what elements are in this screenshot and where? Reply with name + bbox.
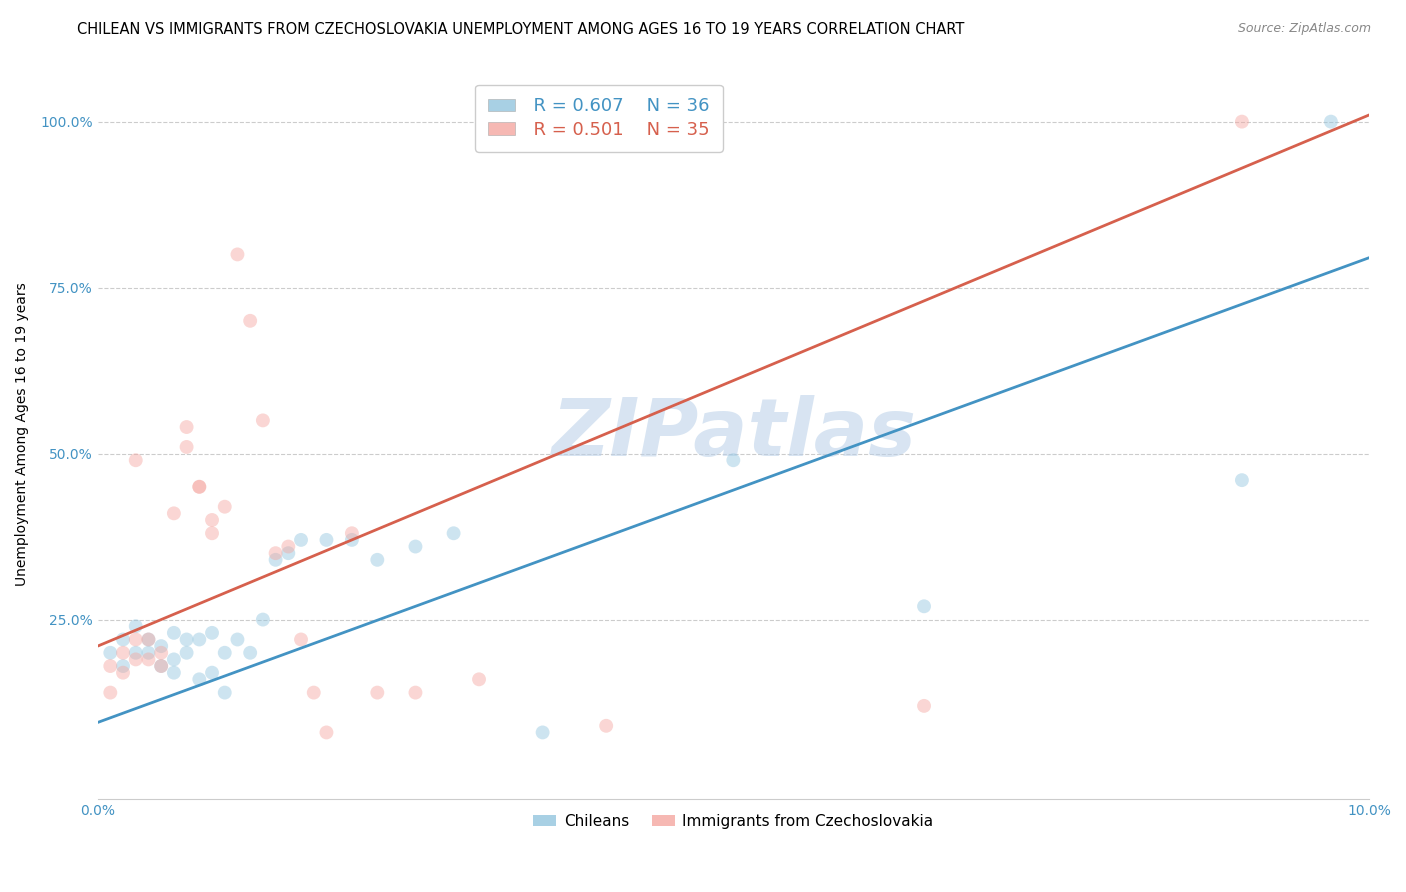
- Point: [214, 646, 236, 660]
- Point: [98, 685, 121, 699]
- Point: [1230, 114, 1253, 128]
- Point: [366, 685, 388, 699]
- Point: [188, 632, 211, 647]
- Point: [201, 665, 224, 680]
- Point: [112, 665, 135, 680]
- Point: [239, 314, 262, 328]
- Point: [188, 480, 211, 494]
- Point: [112, 646, 135, 660]
- Point: [340, 533, 363, 547]
- Point: [214, 685, 236, 699]
- Point: [150, 659, 173, 673]
- Point: [176, 632, 198, 647]
- Point: [201, 526, 224, 541]
- Legend: Chileans, Immigrants from Czechoslovakia: Chileans, Immigrants from Czechoslovakia: [527, 808, 939, 835]
- Point: [315, 533, 337, 547]
- Text: ZIPatlas: ZIPatlas: [551, 394, 915, 473]
- Point: [163, 506, 186, 520]
- Point: [150, 639, 173, 653]
- Point: [302, 685, 325, 699]
- Point: [264, 553, 287, 567]
- Point: [290, 533, 312, 547]
- Point: [340, 526, 363, 541]
- Point: [595, 719, 617, 733]
- Point: [188, 673, 211, 687]
- Point: [138, 632, 160, 647]
- Point: [531, 725, 554, 739]
- Point: [252, 413, 274, 427]
- Point: [163, 625, 186, 640]
- Point: [264, 546, 287, 560]
- Point: [138, 652, 160, 666]
- Point: [176, 420, 198, 434]
- Point: [1230, 473, 1253, 487]
- Point: [1320, 114, 1343, 128]
- Point: [201, 625, 224, 640]
- Point: [277, 540, 299, 554]
- Point: [404, 685, 426, 699]
- Text: CHILEAN VS IMMIGRANTS FROM CZECHOSLOVAKIA UNEMPLOYMENT AMONG AGES 16 TO 19 YEARS: CHILEAN VS IMMIGRANTS FROM CZECHOSLOVAKI…: [77, 22, 965, 37]
- Text: Source: ZipAtlas.com: Source: ZipAtlas.com: [1237, 22, 1371, 36]
- Point: [138, 632, 160, 647]
- Point: [138, 646, 160, 660]
- Point: [125, 453, 148, 467]
- Point: [226, 632, 249, 647]
- Point: [98, 659, 121, 673]
- Point: [201, 513, 224, 527]
- Point: [443, 526, 465, 541]
- Point: [176, 646, 198, 660]
- Point: [125, 646, 148, 660]
- Y-axis label: Unemployment Among Ages 16 to 19 years: Unemployment Among Ages 16 to 19 years: [15, 282, 30, 585]
- Point: [176, 440, 198, 454]
- Point: [112, 632, 135, 647]
- Point: [315, 725, 337, 739]
- Point: [150, 659, 173, 673]
- Point: [723, 453, 745, 467]
- Point: [125, 652, 148, 666]
- Point: [150, 646, 173, 660]
- Point: [252, 613, 274, 627]
- Point: [468, 673, 491, 687]
- Point: [125, 632, 148, 647]
- Point: [912, 599, 935, 614]
- Point: [112, 659, 135, 673]
- Point: [366, 553, 388, 567]
- Point: [277, 546, 299, 560]
- Point: [239, 646, 262, 660]
- Point: [226, 247, 249, 261]
- Point: [163, 652, 186, 666]
- Point: [912, 698, 935, 713]
- Point: [98, 646, 121, 660]
- Point: [163, 665, 186, 680]
- Point: [290, 632, 312, 647]
- Point: [404, 540, 426, 554]
- Point: [125, 619, 148, 633]
- Point: [188, 480, 211, 494]
- Point: [214, 500, 236, 514]
- Point: [519, 114, 541, 128]
